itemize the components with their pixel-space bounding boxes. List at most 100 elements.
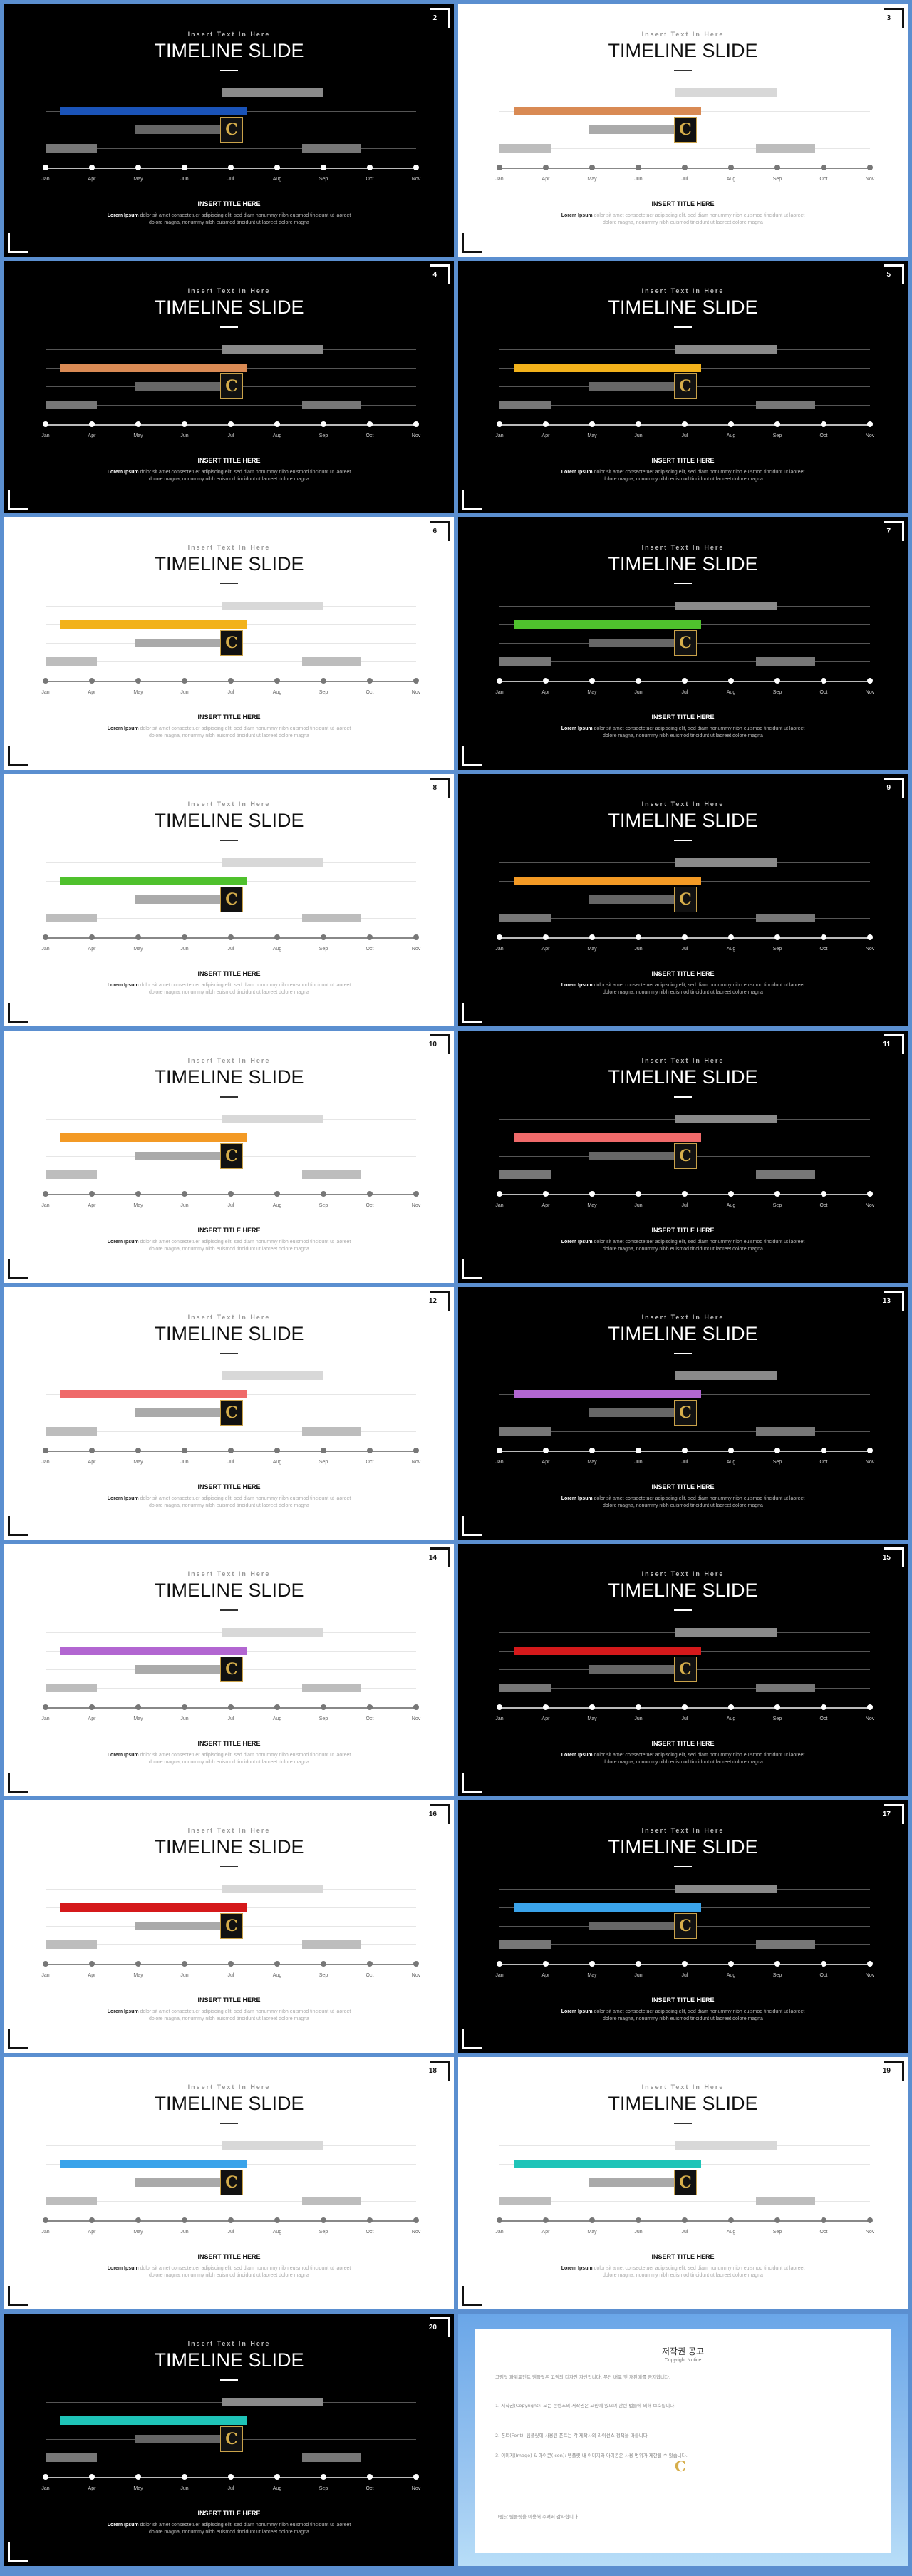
- slide-title: TIMELINE SLIDE: [608, 2093, 758, 2114]
- timeline-bar-gray: [46, 1170, 97, 1179]
- month-label: Aug: [272, 177, 282, 182]
- body-text: Lorem Ipsum dolor sit amet consectetuer …: [558, 726, 808, 740]
- timeline-slide-thumbnail[interactable]: 20 Insert Text In Here TIMELINE SLIDE C …: [4, 2314, 454, 2566]
- month-label: Aug: [272, 1716, 282, 1721]
- page-number: 6: [432, 527, 437, 535]
- timeline-slide-thumbnail[interactable]: 6 Insert Text In Here TIMELINE SLIDE C J…: [4, 517, 454, 770]
- month-label: Apr: [542, 1973, 550, 1978]
- page-number: 4: [432, 271, 437, 279]
- timeline-slide-thumbnail[interactable]: 4 Insert Text In Here TIMELINE SLIDE C J…: [4, 261, 454, 513]
- body-rest: dolor sit amet consectetuer adipiscing e…: [592, 1496, 805, 1508]
- corner-bracket-top-right: [884, 521, 904, 541]
- timeline-bar-gray: [675, 88, 777, 97]
- timeline-slide-thumbnail[interactable]: 18 Insert Text In Here TIMELINE SLIDE C …: [4, 2057, 454, 2309]
- timeline-marker: [636, 1704, 641, 1710]
- timeline-bar-gray: [675, 1371, 777, 1380]
- copyright-notice-slide[interactable]: 저작권 공고 Copyright Notice 고림닷 파워포인트 템플릿은 고림의…: [458, 2314, 908, 2566]
- body-bold: Lorem Ipsum: [107, 726, 139, 731]
- slide-title: TIMELINE SLIDE: [608, 810, 758, 831]
- timeline-slide-thumbnail[interactable]: 16 Insert Text In Here TIMELINE SLIDE C …: [4, 1800, 454, 2053]
- corner-bracket-bottom-left: [8, 2029, 28, 2049]
- timeline-marker: [321, 1704, 326, 1710]
- month-label: Jan: [41, 947, 50, 952]
- timeline-gridline: [499, 1944, 870, 1945]
- timeline-marker: [636, 1961, 641, 1967]
- timeline-marker: [682, 1961, 688, 1967]
- month-label: Oct: [366, 1716, 374, 1721]
- timeline-marker: [774, 1961, 780, 1967]
- month-label: Nov: [865, 947, 875, 952]
- timeline-bar-gray: [135, 2178, 222, 2187]
- corner-bracket-top-right: [430, 1547, 450, 1567]
- month-label: May: [133, 1973, 143, 1978]
- body-bold: Lorem Ipsum: [107, 470, 139, 475]
- timeline-slide-thumbnail[interactable]: 17 Insert Text In Here TIMELINE SLIDE C …: [458, 1800, 908, 2053]
- month-label: Jul: [227, 2486, 234, 2491]
- timeline-slide-thumbnail[interactable]: 7 Insert Text In Here TIMELINE SLIDE C J…: [458, 517, 908, 770]
- timeline-marker: [497, 934, 502, 940]
- timeline-marker: [182, 1961, 187, 1967]
- month-label: Aug: [272, 1973, 282, 1978]
- timeline-slide-thumbnail[interactable]: 8 Insert Text In Here TIMELINE SLIDE C J…: [4, 774, 454, 1026]
- timeline-marker: [413, 2474, 419, 2480]
- month-label: Jun: [634, 690, 643, 695]
- corner-bracket-bottom-left: [462, 490, 482, 510]
- month-label: Sep: [318, 177, 328, 182]
- timeline-marker: [543, 165, 549, 170]
- timeline-marker: [321, 165, 326, 170]
- timeline-marker: [43, 165, 48, 170]
- month-label: Jul: [227, 690, 234, 695]
- corner-bracket-bottom-left: [462, 746, 482, 766]
- corner-bracket-top-right: [430, 264, 450, 284]
- page-number: 15: [882, 1554, 891, 1562]
- timeline-slide-thumbnail[interactable]: 3 Insert Text In Here TIMELINE SLIDE C J…: [458, 4, 908, 257]
- title-underline: [220, 583, 238, 584]
- timeline-bar-gray: [589, 1408, 675, 1417]
- timeline-bar-gray: [589, 125, 675, 134]
- timeline-slide-thumbnail[interactable]: 2 Insert Text In Here TIMELINE SLIDE C J…: [4, 4, 454, 257]
- body-bold: Lorem Ipsum: [107, 1496, 139, 1501]
- month-label: Nov: [865, 2230, 875, 2235]
- timeline-slide-thumbnail[interactable]: 15 Insert Text In Here TIMELINE SLIDE C …: [458, 1544, 908, 1796]
- timeline-bar-gray: [756, 1427, 815, 1436]
- month-label: Nov: [865, 177, 875, 182]
- timeline-marker: [367, 1191, 373, 1197]
- timeline-bar-accent: [60, 1133, 247, 1142]
- timeline-marker: [728, 1961, 734, 1967]
- month-label: Jun: [180, 1716, 189, 1721]
- corner-bracket-top-right: [884, 778, 904, 798]
- slide-subtitle: Insert Text In Here: [641, 1570, 725, 1577]
- month-label: Apr: [542, 947, 550, 952]
- month-label: Nov: [411, 2486, 421, 2491]
- slide-grid: 2 Insert Text In Here TIMELINE SLIDE C J…: [4, 4, 908, 2566]
- month-label: Jan: [495, 947, 504, 952]
- timeline-marker: [728, 165, 734, 170]
- timeline-slide-thumbnail[interactable]: 12 Insert Text In Here TIMELINE SLIDE C …: [4, 1287, 454, 1540]
- timeline-slide-thumbnail[interactable]: 11 Insert Text In Here TIMELINE SLIDE C …: [458, 1031, 908, 1283]
- timeline-marker: [821, 2217, 826, 2223]
- month-label: May: [587, 177, 597, 182]
- timeline-marker: [413, 165, 419, 170]
- copyright-card: 저작권 공고 Copyright Notice 고림닷 파워포인트 템플릿은 고림의…: [475, 2329, 891, 2553]
- month-label: Aug: [726, 1460, 736, 1465]
- timeline-marker: [43, 1704, 48, 1710]
- body-text: Lorem Ipsum dolor sit amet consectetuer …: [558, 982, 808, 996]
- timeline-slide-thumbnail[interactable]: 19 Insert Text In Here TIMELINE SLIDE C …: [458, 2057, 908, 2309]
- timeline-marker: [89, 1961, 95, 1967]
- body-rest: dolor sit amet consectetuer adipiscing e…: [138, 1240, 351, 1252]
- timeline-marker: [182, 678, 187, 684]
- body-bold: Lorem Ipsum: [107, 2009, 139, 2014]
- timeline-bar-gray: [499, 1940, 551, 1949]
- timeline-slide-thumbnail[interactable]: 14 Insert Text In Here TIMELINE SLIDE C …: [4, 1544, 454, 1796]
- timeline-slide-thumbnail[interactable]: 9 Insert Text In Here TIMELINE SLIDE C J…: [458, 774, 908, 1026]
- month-label: Nov: [865, 1973, 875, 1978]
- timeline-marker: [774, 1191, 780, 1197]
- timeline-marker: [182, 165, 187, 170]
- month-label: Jul: [681, 2230, 688, 2235]
- timeline-slide-thumbnail[interactable]: 10 Insert Text In Here TIMELINE SLIDE C …: [4, 1031, 454, 1283]
- month-label: Jul: [681, 1973, 688, 1978]
- timeline-slide-thumbnail[interactable]: 13 Insert Text In Here TIMELINE SLIDE C …: [458, 1287, 908, 1540]
- month-label: Apr: [88, 2486, 96, 2491]
- corner-bracket-bottom-left: [462, 2286, 482, 2306]
- timeline-slide-thumbnail[interactable]: 5 Insert Text In Here TIMELINE SLIDE C J…: [458, 261, 908, 513]
